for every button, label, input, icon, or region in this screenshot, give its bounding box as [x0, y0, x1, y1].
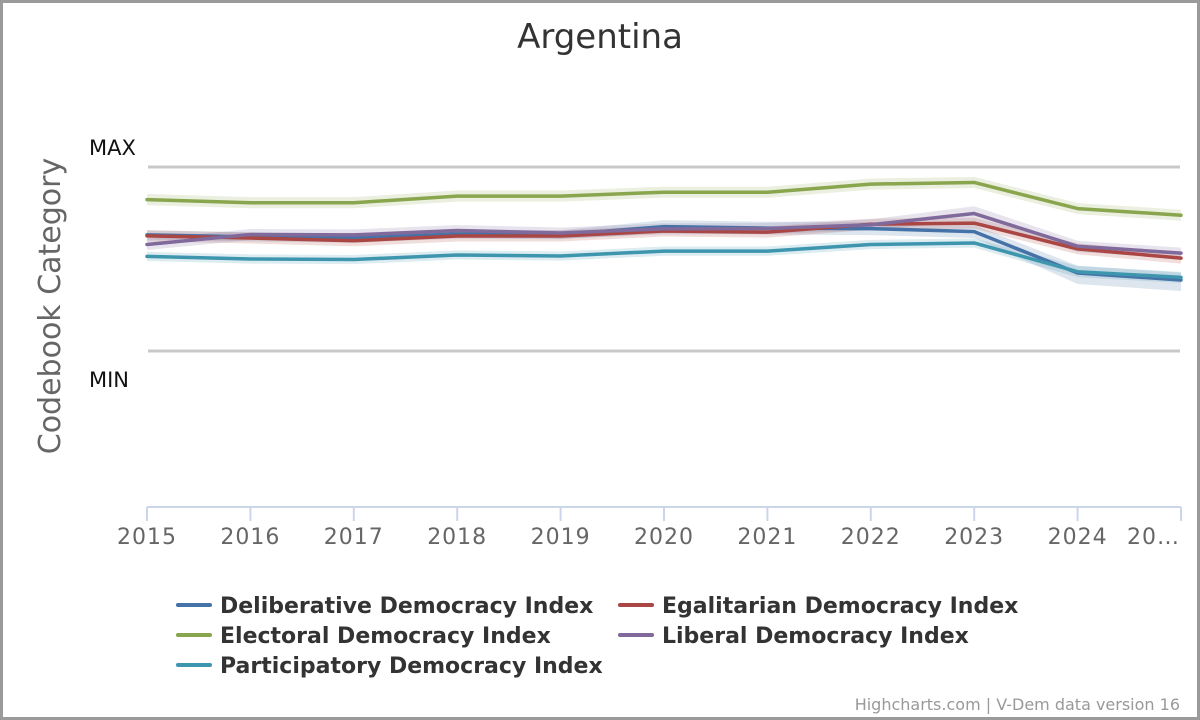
egalitarian-democracy-index-line[interactable] — [145, 221, 1183, 260]
electoral-democracy-index-line[interactable] — [145, 180, 1183, 217]
x-tick-label-2016: 2016 — [220, 525, 280, 550]
legend-label: Participatory Democracy Index — [220, 654, 603, 679]
legend-item-liberal-democracy-index[interactable]: Liberal Democracy Index — [618, 624, 969, 649]
legend: Deliberative Democracy Index Egalitarian … — [176, 594, 1018, 679]
max-label: MAX — [89, 136, 136, 160]
legend-label: Liberal Democracy Index — [662, 624, 969, 649]
chart-title: Argentina — [517, 17, 683, 57]
liberal-democracy-index-line[interactable] — [145, 211, 1183, 255]
x-tick-label-2025: 20… — [1127, 525, 1180, 550]
x-tick-label-2019: 2019 — [531, 525, 591, 550]
x-tick-label-2022: 2022 — [841, 525, 901, 550]
x-tick-label-2021: 2021 — [737, 525, 797, 550]
legend-label: Deliberative Democracy Index — [220, 594, 593, 619]
legend-item-participatory-democracy-index[interactable]: Participatory Democracy Index — [176, 654, 603, 679]
x-tick-label-2024: 2024 — [1048, 525, 1108, 550]
legend-label: Electoral Democracy Index — [220, 624, 551, 649]
legend-label: Egalitarian Democracy Index — [662, 594, 1018, 619]
deliberative-democracy-index-line[interactable] — [145, 224, 1183, 282]
electoral-democracy-index-band — [147, 176, 1181, 221]
participatory-democracy-index-line[interactable] — [145, 241, 1183, 280]
x-axis-ticks: 2015 2016 2017 2018 2019 2020 2021 2022 2023 2024… — [117, 507, 1182, 550]
series-lines — [145, 180, 1183, 282]
legend-item-egalitarian-democracy-index[interactable]: Egalitarian Democracy Index — [618, 594, 1018, 619]
x-tick-label-2015: 2015 — [117, 525, 177, 550]
y-axis-title: Codebook Category — [33, 158, 68, 455]
credits[interactable]: Highcharts.com | V-Dem data version 16 — [855, 695, 1180, 714]
x-tick-label-2020: 2020 — [634, 525, 694, 550]
x-tick-label-2018: 2018 — [427, 525, 487, 550]
legend-item-electoral-democracy-index[interactable]: Electoral Democracy Index — [176, 624, 551, 649]
x-tick-label-2017: 2017 — [324, 525, 384, 550]
min-label: MIN — [89, 368, 129, 392]
x-tick-label-2023: 2023 — [944, 525, 1004, 550]
legend-item-deliberative-democracy-index[interactable]: Deliberative Democracy Index — [176, 594, 593, 619]
